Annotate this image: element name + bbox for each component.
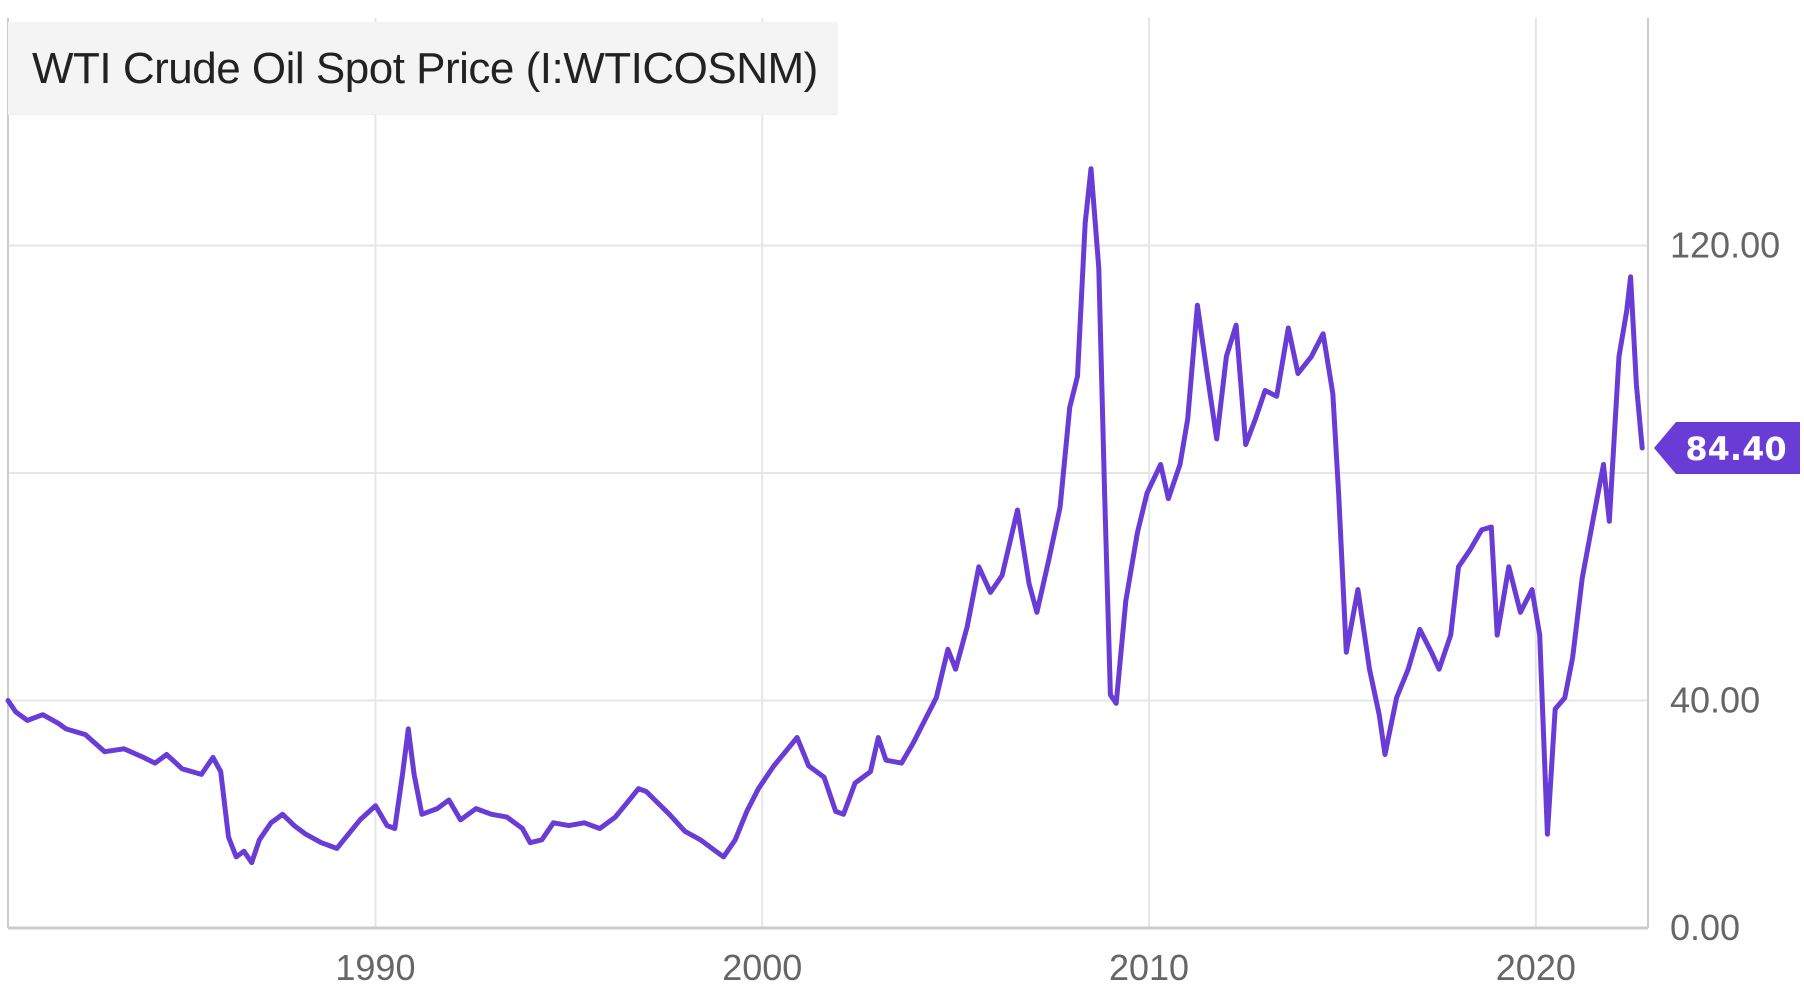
chart-title: WTI Crude Oil Spot Price (I:WTICOSNM) — [32, 44, 818, 93]
y-tick-label: 0.00 — [1670, 907, 1740, 948]
x-tick-label: 2020 — [1496, 947, 1576, 988]
series-layer — [5, 166, 1645, 866]
last-value-badge: 84.40 — [1654, 421, 1800, 474]
series-line — [5, 166, 1645, 866]
last-value-marker — [1654, 421, 1800, 474]
x-tick-label: 1990 — [335, 947, 415, 988]
last-value-label: 84.40 — [1685, 430, 1786, 468]
x-tick-label: 2010 — [1109, 947, 1189, 988]
axes — [7, 18, 1649, 930]
x-tick-label: 2000 — [722, 947, 802, 988]
tick-labels: 0.00 40.00 120.00 1990 2000 2010 2020 — [335, 225, 1780, 989]
chart-title-box: WTI Crude Oil Spot Price (I:WTICOSNM) — [8, 22, 838, 115]
y-tick-label: 40.00 — [1670, 680, 1760, 721]
y-tick-label: 120.00 — [1670, 225, 1780, 266]
